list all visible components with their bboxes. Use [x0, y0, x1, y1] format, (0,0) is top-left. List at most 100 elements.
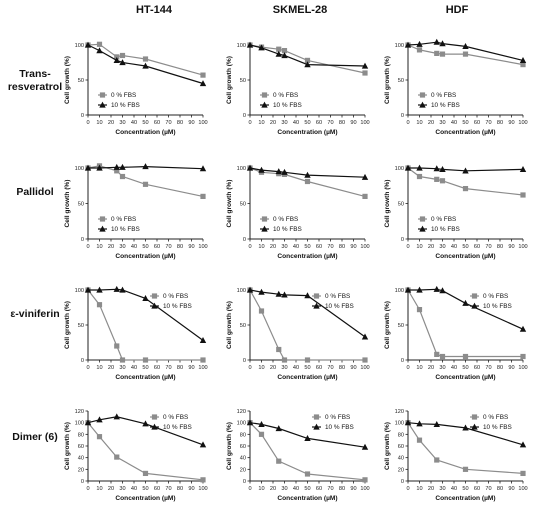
- y-tick-label: 80: [398, 432, 404, 438]
- x-tick-label: 40: [131, 365, 137, 371]
- x-tick-label: 30: [119, 244, 125, 250]
- y-tick-label: 0: [81, 358, 84, 364]
- x-tick-label: 70: [327, 486, 333, 492]
- data-point: [113, 57, 120, 63]
- legend-label: 10 % FBS: [273, 226, 302, 233]
- data-point: [416, 286, 423, 293]
- legend-label: 0 % FBS: [273, 92, 298, 99]
- series-line: [249, 167, 366, 178]
- x-axis-label: Concentration (µM): [277, 374, 337, 381]
- y-tick-label: 20: [398, 467, 404, 473]
- data-point: [246, 286, 254, 293]
- x-tick-label: 100: [518, 365, 527, 371]
- x-tick-label: 50: [462, 120, 468, 126]
- y-tick-label: 0: [401, 237, 404, 243]
- legend-label: 0 % FBS: [431, 92, 456, 99]
- x-tick-label: 10: [96, 486, 102, 492]
- x-tick-label: 0: [248, 120, 251, 126]
- legend-label: 0 % FBS: [111, 216, 136, 223]
- data-point: [258, 421, 265, 428]
- data-point: [462, 43, 469, 49]
- legend-marker: [261, 92, 268, 98]
- y-axis-label: Cell growth (%): [64, 301, 71, 349]
- y-tick-label: 0: [243, 237, 246, 243]
- y-tick-label: 100: [237, 43, 246, 49]
- data-point: [275, 50, 282, 57]
- x-tick-label: 0: [406, 120, 409, 126]
- data-point: [276, 458, 282, 464]
- data-point: [462, 299, 469, 306]
- x-tick-label: 70: [485, 120, 491, 126]
- legend-label: 10 % FBS: [325, 424, 354, 431]
- data-point: [84, 286, 92, 293]
- data-point: [96, 164, 103, 171]
- x-tick-label: 20: [428, 244, 434, 250]
- x-tick-label: 60: [316, 120, 322, 126]
- x-tick-label: 50: [304, 365, 310, 371]
- data-point: [434, 50, 440, 56]
- data-point: [361, 62, 369, 69]
- y-axis-label: Cell growth (%): [226, 301, 233, 349]
- chart-panel: 0 10 20 30 40 50 60 70 80 90 100 0 20 40 60 80 100 120 Con…: [226, 409, 370, 502]
- chart-panel: 0 10 20 30 40 50 60 70 80 90 100 0 50 100 Concentratio…: [64, 163, 208, 260]
- data-point: [200, 72, 206, 78]
- legend-marker: [419, 225, 426, 232]
- legend-marker: [419, 101, 426, 108]
- x-tick-label: 80: [339, 486, 345, 492]
- x-tick-label: 50: [304, 486, 310, 492]
- data-point: [119, 59, 126, 66]
- data-point: [462, 51, 469, 57]
- x-tick-label: 90: [508, 486, 514, 492]
- data-point: [361, 173, 369, 180]
- chart-panel: 0 10 20 30 40 50 60 70 80 90 100 0 50 100 Concentratio…: [384, 38, 528, 136]
- data-point: [416, 420, 423, 427]
- x-tick-label: 70: [165, 486, 171, 492]
- chart-panel: 0 10 20 30 40 50 60 70 80 90 100 0 20 40 60 80 100 120 Con…: [384, 409, 528, 502]
- x-tick-label: 30: [281, 120, 287, 126]
- x-tick-label: 40: [293, 365, 299, 371]
- data-point: [258, 44, 265, 51]
- x-tick-label: 80: [339, 365, 345, 371]
- data-point: [114, 454, 120, 460]
- x-tick-label: 0: [248, 244, 251, 250]
- data-point: [462, 167, 469, 174]
- x-tick-label: 60: [316, 365, 322, 371]
- legend-marker: [99, 101, 106, 108]
- data-point: [404, 41, 412, 48]
- x-tick-label: 20: [108, 486, 114, 492]
- x-tick-label: 90: [188, 120, 194, 126]
- y-axis-label: Cell growth (%): [64, 180, 71, 228]
- y-tick-label: 0: [81, 113, 84, 119]
- x-tick-label: 100: [518, 120, 527, 126]
- x-tick-label: 70: [165, 365, 171, 371]
- x-tick-label: 100: [518, 486, 527, 492]
- x-tick-label: 90: [508, 244, 514, 250]
- legend-marker: [99, 216, 106, 222]
- x-tick-label: 80: [497, 244, 503, 250]
- y-tick-label: 50: [240, 78, 246, 84]
- data-point: [439, 40, 446, 47]
- data-point: [519, 166, 527, 173]
- x-tick-label: 40: [293, 244, 299, 250]
- y-tick-label: 50: [240, 323, 246, 329]
- legend-marker: [471, 293, 478, 299]
- data-point: [281, 168, 288, 175]
- x-tick-label: 0: [86, 120, 89, 126]
- data-point: [439, 178, 446, 184]
- x-tick-label: 20: [270, 486, 276, 492]
- x-tick-label: 90: [508, 365, 514, 371]
- x-tick-label: 90: [508, 120, 514, 126]
- x-tick-label: 90: [188, 365, 194, 371]
- x-tick-label: 70: [485, 486, 491, 492]
- legend-marker: [151, 302, 158, 309]
- data-point: [304, 435, 311, 442]
- data-point: [96, 434, 103, 440]
- data-point: [84, 419, 92, 426]
- data-point: [258, 308, 265, 314]
- legend-marker: [261, 101, 268, 108]
- data-point: [96, 47, 103, 54]
- x-tick-label: 70: [485, 365, 491, 371]
- x-tick-label: 90: [350, 486, 356, 492]
- x-axis-label: Concentration (µM): [277, 253, 337, 260]
- data-point: [113, 285, 120, 292]
